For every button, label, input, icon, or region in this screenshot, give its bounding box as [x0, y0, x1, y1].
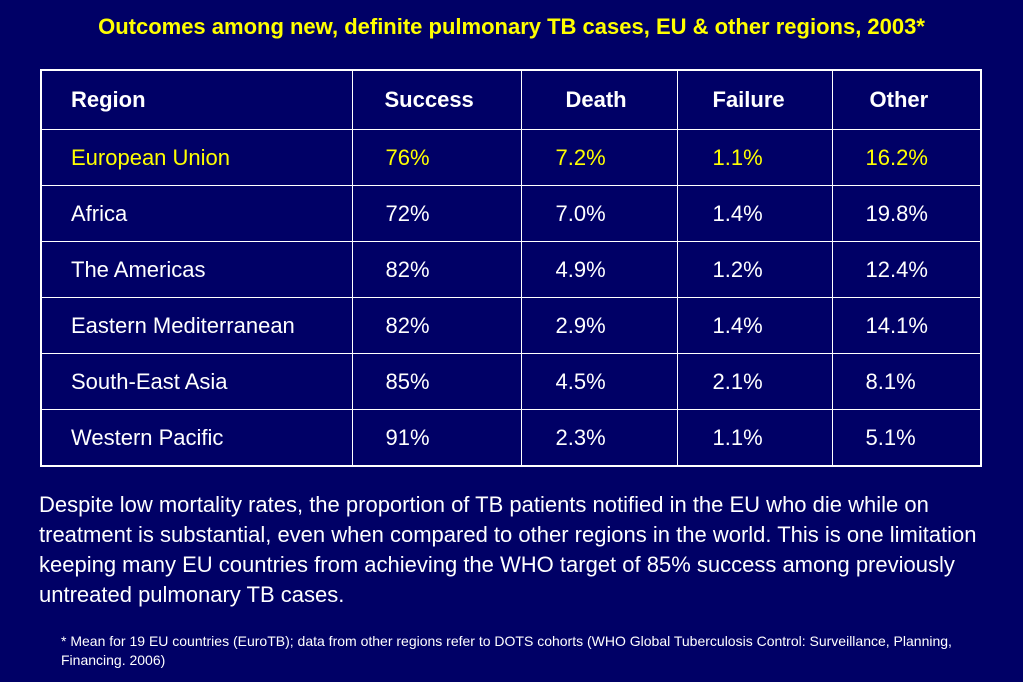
cell-failure: 2.1%: [676, 353, 833, 410]
cell-death: 7.2%: [520, 129, 678, 186]
cell-region: Western Pacific: [40, 409, 353, 467]
table-row: European Union 76% 7.2% 1.1% 16.2%: [40, 129, 982, 186]
cell-success: 82%: [351, 241, 522, 298]
header-success: Success: [351, 69, 522, 130]
cell-failure: 1.1%: [676, 129, 833, 186]
cell-success: 72%: [351, 185, 522, 242]
cell-other: 16.2%: [831, 129, 982, 186]
cell-death: 2.9%: [520, 297, 678, 354]
cell-death: 4.9%: [520, 241, 678, 298]
body-paragraph: Despite low mortality rates, the proport…: [39, 492, 977, 607]
cell-failure: 1.2%: [676, 241, 833, 298]
header-death: Death: [520, 69, 678, 130]
table-row: Western Pacific 91% 2.3% 1.1% 5.1%: [40, 409, 982, 467]
table-row: Eastern Mediterranean 82% 2.9% 1.4% 14.1…: [40, 297, 982, 354]
cell-failure: 1.4%: [676, 185, 833, 242]
cell-death: 7.0%: [520, 185, 678, 242]
outcomes-table: Region Success Death Failure Other Europ…: [40, 69, 982, 467]
header-other: Other: [831, 69, 982, 130]
table-row: South-East Asia 85% 4.5% 2.1% 8.1%: [40, 353, 982, 410]
cell-success: 91%: [351, 409, 522, 467]
header-region: Region: [40, 69, 353, 130]
slide-title: Outcomes among new, definite pulmonary T…: [98, 14, 925, 39]
table-header-row: Region Success Death Failure Other: [40, 69, 982, 130]
cell-failure: 1.4%: [676, 297, 833, 354]
cell-success: 85%: [351, 353, 522, 410]
cell-other: 8.1%: [831, 353, 982, 410]
cell-other: 19.8%: [831, 185, 982, 242]
cell-region: European Union: [40, 129, 353, 186]
cell-other: 14.1%: [831, 297, 982, 354]
cell-region: Africa: [40, 185, 353, 242]
cell-region: The Americas: [40, 241, 353, 298]
table-row: Africa 72% 7.0% 1.4% 19.8%: [40, 185, 982, 242]
cell-success: 82%: [351, 297, 522, 354]
cell-death: 4.5%: [520, 353, 678, 410]
cell-other: 5.1%: [831, 409, 982, 467]
cell-region: Eastern Mediterranean: [40, 297, 353, 354]
cell-region: South-East Asia: [40, 353, 353, 410]
footnote: * Mean for 19 EU countries (EuroTB); dat…: [61, 633, 952, 668]
cell-death: 2.3%: [520, 409, 678, 467]
cell-success: 76%: [351, 129, 522, 186]
table-row: The Americas 82% 4.9% 1.2% 12.4%: [40, 241, 982, 298]
header-failure: Failure: [676, 69, 833, 130]
cell-other: 12.4%: [831, 241, 982, 298]
cell-failure: 1.1%: [676, 409, 833, 467]
